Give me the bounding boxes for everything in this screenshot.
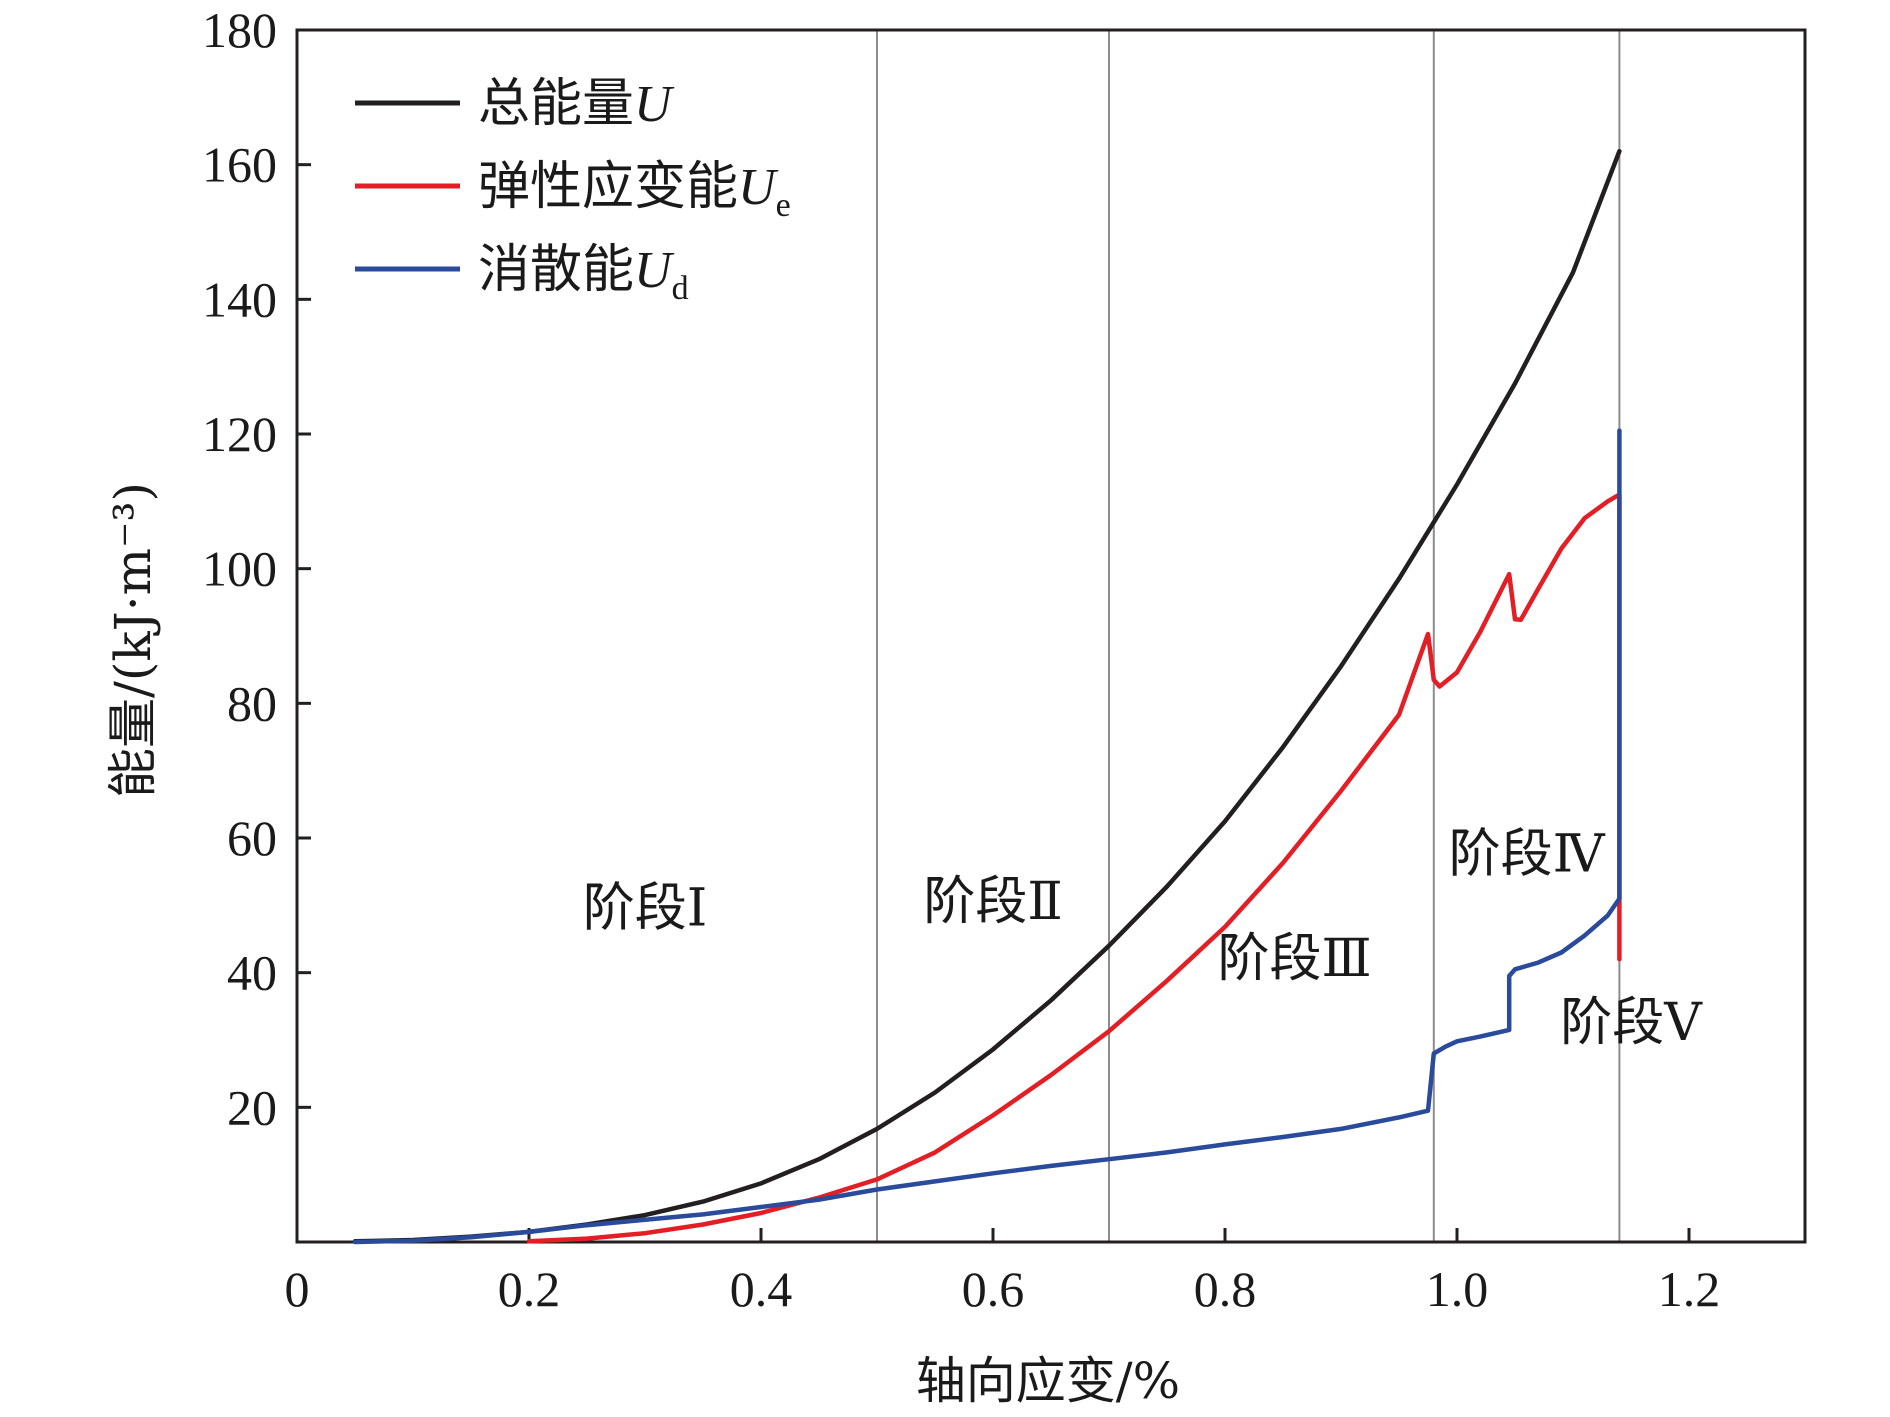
x-tick-label: 1.2 — [1658, 1261, 1721, 1317]
x-axis-title: 轴向应变/% — [916, 1352, 1180, 1410]
y-tick-labels: 20 40 60 80 100 120 140 160 180 — [202, 2, 277, 1135]
x-tick-label: 0.4 — [730, 1261, 793, 1317]
legend: 总能量U 弹性应变能Ue 消散能Ud — [355, 74, 791, 307]
x-tick-label: 0 — [285, 1261, 310, 1317]
x-tick-label: 0.6 — [962, 1261, 1025, 1317]
plot-frame — [295, 28, 1807, 1244]
stage-labels: 阶段Ⅰ 阶段Ⅱ 阶段Ⅲ 阶段Ⅳ 阶段Ⅴ — [583, 825, 1703, 1053]
stage-label-1: 阶段Ⅰ — [583, 879, 708, 939]
x-tick-label: 0.8 — [1194, 1261, 1257, 1317]
stage-label-3: 阶段Ⅲ — [1218, 929, 1372, 989]
y-tick-label: 180 — [202, 2, 277, 58]
y-tick-label: 40 — [227, 945, 277, 1001]
stage-label-4: 阶段Ⅳ — [1449, 825, 1606, 885]
axis-ticks — [295, 28, 1691, 1242]
y-axis-title: 能量/(kJ·m⁻³) — [104, 482, 162, 798]
y-tick-label: 100 — [202, 541, 277, 597]
y-tick-label: 80 — [227, 675, 277, 731]
y-tick-label: 20 — [227, 1079, 277, 1135]
total-energy-legend-label: 总能量U — [478, 74, 675, 134]
elastic-energy-legend-label: 弹性应变能Ue — [478, 157, 791, 224]
x-tick-labels: 0 0.2 0.4 0.6 0.8 1.0 1.2 — [285, 1261, 1721, 1317]
x-tick-label: 1.0 — [1426, 1261, 1489, 1317]
dissipated-energy-line — [352, 428, 1622, 1245]
y-tick-label: 160 — [202, 137, 277, 193]
y-tick-label: 120 — [202, 406, 277, 462]
series-lines — [352, 148, 1622, 1245]
x-tick-label: 0.2 — [498, 1261, 561, 1317]
stage-label-5: 阶段Ⅴ — [1560, 993, 1703, 1053]
dissipated-energy-legend-label: 消散能Ud — [478, 240, 689, 307]
y-tick-label: 60 — [227, 810, 277, 866]
stage-label-2: 阶段Ⅱ — [923, 872, 1062, 932]
y-tick-label: 140 — [202, 271, 277, 327]
